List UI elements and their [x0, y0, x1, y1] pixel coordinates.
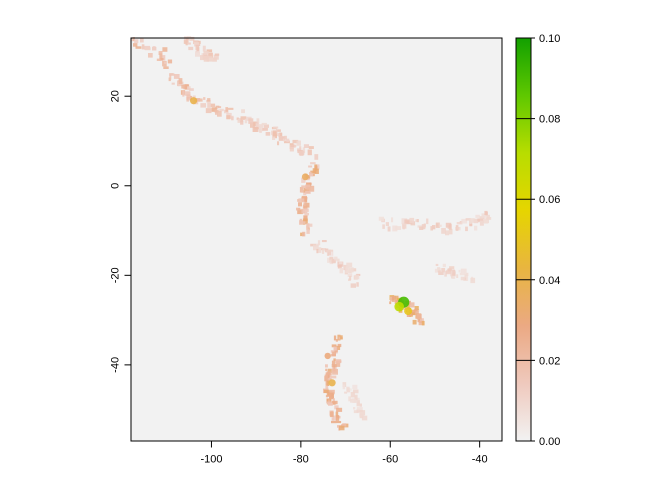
legend-tick-label: 0.00 [539, 436, 560, 448]
legend-tick-label: 0.10 [539, 33, 560, 45]
region-mexico-west [130, 37, 239, 121]
hotspot-2 [404, 307, 413, 316]
x-axis: -100 -80 -60 -40 [200, 441, 488, 466]
y-tick-label: 20 [110, 90, 122, 102]
y-tick-label: 0 [110, 183, 122, 189]
region-brazil-south [434, 263, 476, 284]
region-chile-south [323, 334, 349, 431]
y-tick-label: -20 [110, 267, 122, 283]
region-central-america [237, 109, 314, 156]
hotspot-1 [394, 301, 405, 312]
y-tick-label: -40 [110, 357, 122, 373]
y-axis: 20 0 -20 -40 [110, 90, 131, 373]
habitat-suitability-raster [130, 36, 492, 431]
legend-ticks: 0.00 0.02 0.04 0.06 0.08 0.10 [516, 33, 560, 448]
legend-tick-label: 0.06 [539, 194, 560, 206]
region-patagonia [342, 382, 368, 421]
x-tick-label: -40 [472, 454, 488, 466]
hotspot-4 [190, 97, 198, 105]
legend-colorbar [515, 37, 532, 442]
color-legend: 0.00 0.02 0.04 0.06 0.08 0.10 [515, 33, 560, 448]
legend-tick-label: 0.02 [539, 355, 560, 367]
legend-tick-label: 0.08 [539, 114, 560, 126]
x-tick-label: -100 [200, 454, 222, 466]
plot-frame [130, 37, 503, 442]
x-tick-label: -60 [382, 454, 398, 466]
hotspot-6 [324, 352, 331, 360]
region-andes-central [310, 240, 361, 288]
hotspot-5 [301, 173, 309, 181]
region-brazil-east [378, 210, 492, 236]
legend-tick-label: 0.04 [539, 275, 560, 287]
x-tick-label: -80 [293, 454, 309, 466]
hotspot-3 [328, 379, 336, 387]
map-background [131, 38, 502, 441]
